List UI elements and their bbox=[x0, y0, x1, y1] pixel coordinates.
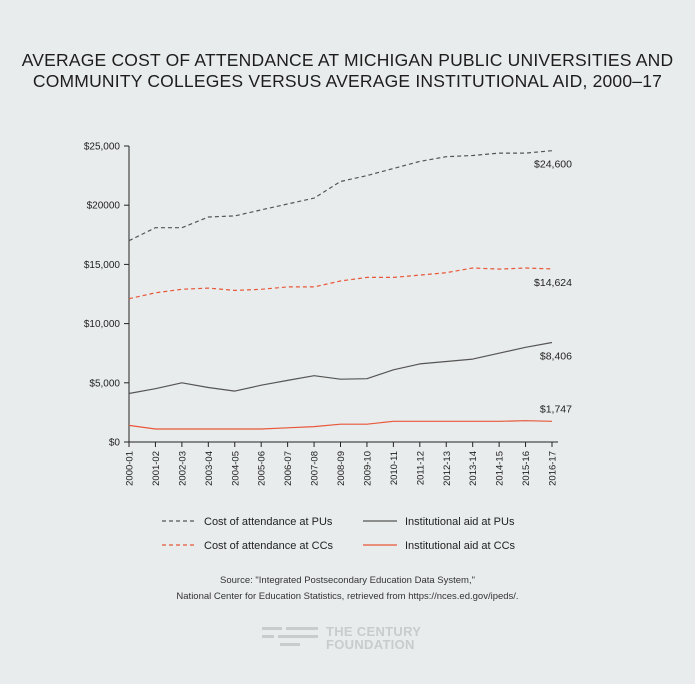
logo-line2: FOUNDATION bbox=[326, 637, 415, 652]
x-tick-label: 2003-04 bbox=[204, 451, 215, 486]
x-tick-label: 2002-03 bbox=[177, 451, 188, 486]
y-tick-label: $5,000 bbox=[89, 378, 120, 389]
logo-text: THE CENTURY FOUNDATION bbox=[326, 625, 421, 651]
logo-mark-icon bbox=[262, 627, 318, 646]
x-tick-label: 2015-16 bbox=[521, 451, 532, 486]
logo-line1: THE CENTURY bbox=[326, 624, 422, 639]
legend-label: Cost of attendance at PUs bbox=[204, 516, 333, 528]
series-line-0 bbox=[128, 150, 553, 242]
y-tick-label: $15,000 bbox=[84, 260, 121, 271]
legend-label: Cost of attendance at CCs bbox=[204, 540, 334, 552]
chart-title-line1: AVERAGE COST OF ATTENDANCE AT MICHIGAN P… bbox=[21, 50, 674, 70]
source-line2: National Center for Education Statistics… bbox=[176, 591, 519, 602]
y-tick-label: $25,000 bbox=[84, 142, 121, 153]
source-note: Source: "Integrated Postsecondary Educat… bbox=[0, 573, 695, 605]
x-tick-label: 2016-17 bbox=[548, 451, 559, 486]
y-tick-label: $0 bbox=[109, 438, 121, 449]
x-tick-label: 2004-05 bbox=[230, 451, 241, 486]
century-foundation-logo: THE CENTURY FOUNDATION bbox=[262, 624, 421, 652]
data-label: $24,600 bbox=[534, 159, 572, 171]
legend-label: Institutional aid at CCs bbox=[405, 540, 516, 552]
x-tick-label: 2005-06 bbox=[257, 451, 268, 486]
x-tick-label: 2001-02 bbox=[151, 451, 162, 486]
x-tick-label: 2010-11 bbox=[389, 451, 400, 485]
chart-title-line2: COMMUNITY COLLEGES VERSUS AVERAGE INSTIT… bbox=[32, 71, 663, 91]
x-tick-label: 2006-07 bbox=[283, 451, 294, 486]
x-tick-label: 2008-09 bbox=[336, 451, 347, 486]
x-tick-label: 2013-14 bbox=[468, 451, 479, 486]
chart-title: AVERAGE COST OF ATTENDANCE AT MICHIGAN P… bbox=[0, 50, 695, 92]
series-line-1 bbox=[128, 267, 553, 300]
x-tick-label: 2014-15 bbox=[495, 451, 506, 486]
source-line1: Source: "Integrated Postsecondary Educat… bbox=[220, 575, 475, 586]
series-line-3 bbox=[128, 420, 553, 430]
data-label: $8,406 bbox=[540, 350, 572, 362]
y-tick-label: $20000 bbox=[87, 201, 121, 212]
x-tick-label: 2011-12 bbox=[415, 451, 426, 485]
x-tick-label: 2009-10 bbox=[362, 451, 373, 486]
x-tick-label: 2000-01 bbox=[125, 451, 136, 486]
series-line-2 bbox=[128, 341, 553, 395]
legend-label: Institutional aid at PUs bbox=[405, 516, 515, 528]
x-tick-label: 2012-13 bbox=[442, 451, 453, 486]
data-label: $1,747 bbox=[540, 403, 572, 415]
x-tick-label: 2007-08 bbox=[310, 451, 321, 486]
data-label: $14,624 bbox=[534, 277, 572, 289]
y-tick-label: $10,000 bbox=[84, 319, 121, 330]
